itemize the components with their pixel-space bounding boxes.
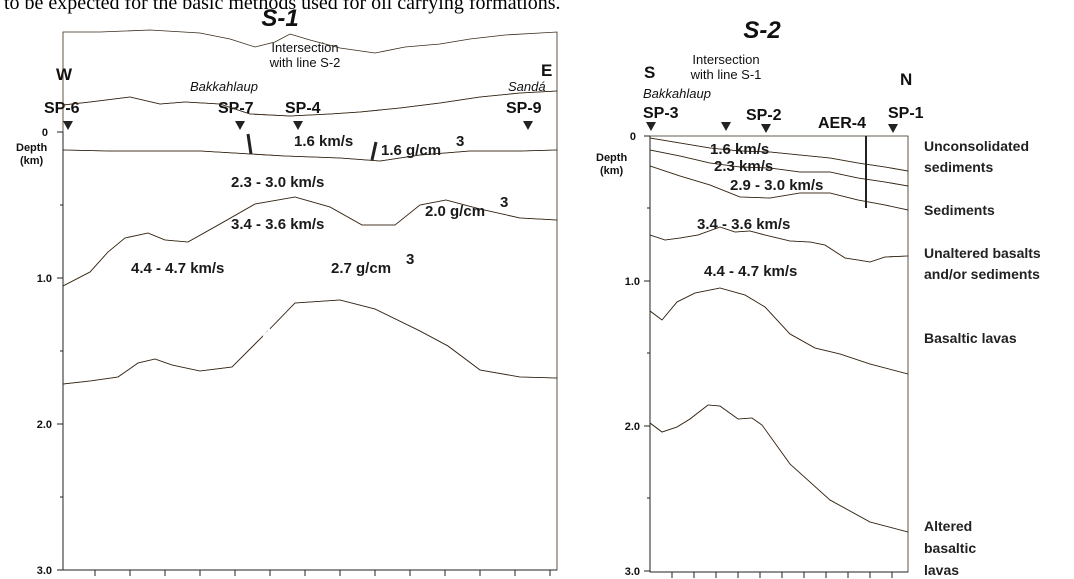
s2-intersection-line2: with line S-1 [690, 67, 762, 82]
s2-depth-axis [644, 135, 651, 572]
s1-place-sanda: Sandá [508, 79, 546, 94]
s1-sp6: SP-6 [44, 100, 80, 117]
s1-sp9: SP-9 [506, 100, 542, 117]
s2-title: S-2 [743, 17, 781, 44]
legend-basaltic-lavas: Basaltic lavas [924, 330, 1017, 346]
s2-label-v3: 2.9 - 3.0 km/s [730, 177, 823, 194]
legend-unconsolidated-1: Unconsolidated [924, 138, 1029, 154]
s1-tick-0: 0 [42, 127, 48, 139]
s2-place-bakkahlaup: Bakkahlaup [643, 86, 711, 101]
section-s1: S-1 Intersection with line S-2 W E Bakka… [16, 5, 558, 577]
s1-layer-2 [62, 29, 558, 117]
s2-sp1-marker [888, 124, 898, 133]
s2-sp2-marker [761, 124, 771, 133]
s1-label-d4: 2.7 g/cm [331, 260, 391, 277]
s1-depth-unit: (km) [20, 155, 44, 167]
s1-label-v1: 1.6 km/s [294, 133, 353, 150]
legend-altered-1: Altered [924, 518, 972, 534]
s2-layer-6 [649, 287, 909, 533]
s1-sp4-marker [293, 121, 303, 130]
s1-label-d6: 2.8 g/cm [268, 440, 328, 457]
s1-label-d5: 2.7 g/cm [260, 365, 320, 382]
s1-place-bakkahlaup: Bakkahlaup [190, 79, 258, 94]
s2-label-v5: 4.4 - 4.7 km/s [704, 263, 797, 280]
s2-south-label: S [644, 63, 655, 82]
s1-bottom-ticks [63, 569, 557, 576]
s2-sp3-marker [646, 122, 656, 131]
s2-intersection-line1: Intersection [692, 52, 759, 67]
s2-tick-3: 3.0 [625, 566, 640, 578]
s1-sp7: SP-7 [218, 100, 254, 117]
s1-label-v5: 5.2 - 5.5 km/s [250, 324, 343, 341]
s1-sp4: SP-4 [285, 100, 321, 117]
s2-label-v2: 2.3 km/s [714, 158, 773, 175]
caption-text: to be expected for the basic methods use… [4, 0, 561, 14]
s2-aer4: AER-4 [818, 115, 866, 132]
legend-sediments: Sediments [924, 202, 995, 218]
s1-depth-label: Depth [16, 142, 47, 154]
s1-borehole-sp4 [370, 141, 378, 161]
legend-altered-3: lavas [924, 562, 959, 578]
s1-label-d6-exp: 3 [343, 431, 351, 448]
s1-west-label: W [56, 65, 73, 84]
s2-layer-7 [649, 404, 909, 573]
s1-label-d2: 2.0 g/cm [425, 203, 485, 220]
s2-label-v1: 1.6 km/s [710, 141, 769, 158]
s1-sp6-marker [63, 121, 73, 130]
legend-unaltered-1: Unaltered basalts [924, 245, 1041, 261]
s1-tick-2: 2.0 [37, 419, 52, 431]
s1-depth-axis [57, 131, 64, 571]
s2-bottom-ticks [650, 571, 908, 578]
s1-intersection-line1: Intersection [271, 40, 338, 55]
s1-label-v4: 4.4 - 4.7 km/s [131, 260, 224, 277]
s2-label-v6: 4.9 - 5.2 km/s [698, 362, 791, 379]
s2-depth-unit: (km) [600, 165, 624, 177]
s1-label-d4-exp: 3 [406, 251, 414, 268]
s2-intersection-marker [721, 122, 731, 131]
s2-depth-label: Depth [596, 152, 627, 164]
s1-label-v6: 5.6 - 6.7 km/s [258, 488, 351, 505]
s1-east-label: E [541, 61, 552, 80]
s1-label-v2: 2.3 - 3.0 km/s [231, 174, 324, 191]
s2-layer-5 [649, 226, 909, 375]
legend-altered-2: basaltic [924, 540, 976, 556]
s2-tick-0: 0 [630, 131, 636, 143]
s1-sp9-marker [523, 121, 533, 130]
s2-sp3: SP-3 [643, 105, 679, 122]
legend: Unconsolidated sediments Sediments Unalt… [924, 138, 1041, 578]
legend-unaltered-2: and/or sediments [924, 266, 1040, 282]
legend-unconsolidated-2: sediments [924, 159, 993, 175]
s1-label-v3: 3.4 - 3.6 km/s [231, 216, 324, 233]
s1-title: S-1 [261, 5, 298, 32]
s1-label-d5-exp: 3 [335, 356, 343, 373]
s1-intersection-line2: with line S-2 [269, 55, 341, 70]
s2-sp2: SP-2 [746, 107, 782, 124]
s2-tick-1: 1.0 [625, 276, 640, 288]
s1-tick-1: 1.0 [37, 273, 52, 285]
s1-sp7-marker [235, 121, 245, 130]
s2-sp1: SP-1 [888, 105, 924, 122]
s1-borehole-sp7 [246, 133, 253, 155]
s1-label-d1: 1.6 g/cm [381, 142, 441, 159]
s2-tick-2: 2.0 [625, 421, 640, 433]
s2-label-v4: 3.4 - 3.6 km/s [697, 216, 790, 233]
s1-label-d2-exp: 3 [500, 194, 508, 211]
s2-north-label: N [900, 70, 912, 89]
s2-layer-1 [649, 135, 909, 172]
section-s2: S-2 Intersection with line S-1 S N Bakka… [596, 17, 924, 578]
s1-tick-3: 3.0 [37, 565, 52, 577]
s1-label-d1-exp: 3 [456, 133, 464, 150]
s2-label-v7: 5.5 km/s [704, 492, 763, 509]
